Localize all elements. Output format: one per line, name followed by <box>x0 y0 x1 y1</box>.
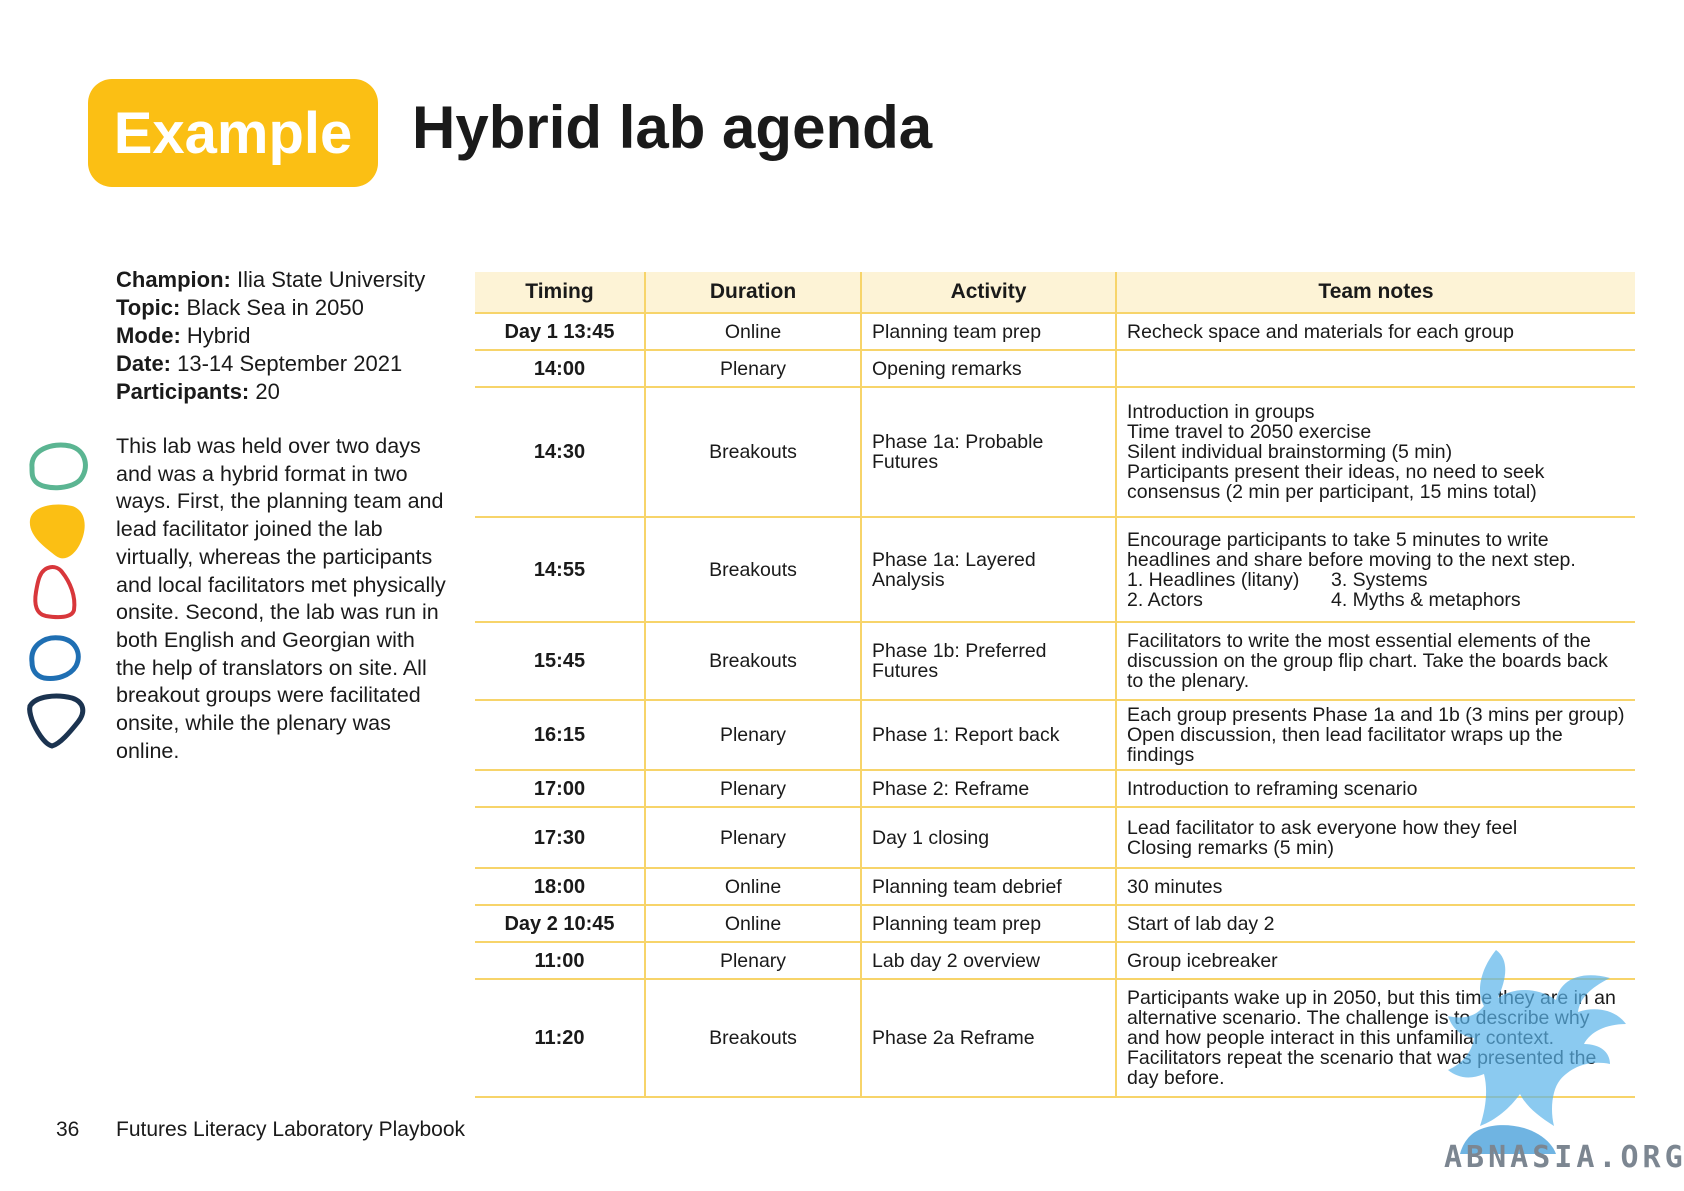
cell-duration: Breakouts <box>645 517 862 623</box>
cell-timing: 14:30 <box>475 387 646 518</box>
cell-duration: Plenary <box>645 350 862 388</box>
decorative-shapes <box>27 442 88 749</box>
header-timing: Timing <box>475 272 646 314</box>
cell-activity: Phase 1a: Layered Analysis <box>861 517 1117 623</box>
cell-notes: Each group presents Phase 1a and 1b (3 m… <box>1116 700 1635 771</box>
cell-duration: Breakouts <box>645 622 862 701</box>
cell-duration: Online <box>645 313 862 351</box>
cell-notes <box>1116 350 1635 388</box>
table-row: Day 2 10:45 Online Planning team prep St… <box>475 905 1635 943</box>
cell-duration: Breakouts <box>645 387 862 518</box>
watermark-text: ABNASIA.ORG <box>1444 1140 1684 1175</box>
red-blob-icon <box>33 565 77 620</box>
cell-timing: 16:15 <box>475 700 646 771</box>
meta-topic: Topic: Black Sea in 2050 <box>116 295 364 320</box>
cell-timing: 17:30 <box>475 807 646 869</box>
cell-activity: Phase 1b: Preferred Futures <box>861 622 1117 701</box>
table-row: 17:30 Plenary Day 1 closing Lead facilit… <box>475 807 1635 869</box>
cell-activity: Phase 1: Report back <box>861 700 1117 771</box>
cell-notes: Introduction to reframing scenario <box>1116 770 1635 808</box>
yellow-blob-icon <box>29 504 85 559</box>
cell-duration: Plenary <box>645 700 862 771</box>
watermark-lion-icon <box>1448 950 1626 1154</box>
cell-activity: Day 1 closing <box>861 807 1117 869</box>
cell-timing: 11:20 <box>475 979 646 1098</box>
cell-notes: Introduction in groups Time travel to 20… <box>1116 387 1635 518</box>
cell-notes: Start of lab day 2 <box>1116 905 1635 943</box>
analysis-levels-row: 2. Actors 4. Myths & metaphors <box>1127 588 1521 611</box>
cell-notes: Lead facilitator to ask everyone how the… <box>1116 807 1635 869</box>
cell-activity: Phase 1a: Probable Futures <box>861 387 1117 518</box>
cell-timing: Day 2 10:45 <box>475 905 646 943</box>
cell-timing: 18:00 <box>475 868 646 906</box>
cell-activity: Phase 2a Reframe <box>861 979 1117 1098</box>
cell-duration: Online <box>645 905 862 943</box>
cell-duration: Breakouts <box>645 979 862 1098</box>
table-row: 15:45 Breakouts Phase 1b: Preferred Futu… <box>475 622 1635 701</box>
navy-blob-icon <box>27 693 86 749</box>
table-row: 14:30 Breakouts Phase 1a: Probable Futur… <box>475 387 1635 518</box>
cell-timing: Day 1 13:45 <box>475 313 646 351</box>
cell-notes: Recheck space and materials for each gro… <box>1116 313 1635 351</box>
table-row: Day 1 13:45 Online Planning team prep Re… <box>475 313 1635 351</box>
table-row: 18:00 Online Planning team debrief 30 mi… <box>475 868 1635 906</box>
cell-notes: Group icebreaker <box>1116 942 1635 980</box>
cell-duration: Online <box>645 868 862 906</box>
table-row: 16:15 Plenary Phase 1: Report back Each … <box>475 700 1635 771</box>
header-duration: Duration <box>645 272 862 314</box>
cell-activity: Planning team prep <box>861 313 1117 351</box>
table-row: 11:00 Plenary Lab day 2 overview Group i… <box>475 942 1635 980</box>
cell-notes: Encourage participants to take 5 minutes… <box>1116 517 1635 623</box>
meta-champion: Champion: Ilia State University <box>116 267 426 292</box>
cell-notes: Facilitators to write the most essential… <box>1116 622 1635 701</box>
cell-activity: Lab day 2 overview <box>861 942 1117 980</box>
table-row: 14:00 Plenary Opening remarks <box>475 350 1635 388</box>
cell-timing: 14:55 <box>475 517 646 623</box>
cell-activity: Phase 2: Reframe <box>861 770 1117 808</box>
blue-blob-icon <box>29 635 81 681</box>
meta-date: Date: 13-14 September 2021 <box>116 351 403 376</box>
cell-duration: Plenary <box>645 942 862 980</box>
lab-meta: Champion: Ilia State University Topic: B… <box>116 266 425 406</box>
analysis-levels-row: 1. Headlines (litany) 3. Systems <box>1127 568 1428 591</box>
page-number: 36 <box>56 1118 80 1141</box>
meta-participants: Participants: 20 <box>116 379 280 404</box>
cell-activity: Planning team debrief <box>861 868 1117 906</box>
meta-mode: Mode: Hybrid <box>116 323 251 348</box>
green-blob-icon <box>29 442 88 491</box>
cell-timing: 11:00 <box>475 942 646 980</box>
badge-label: Example <box>113 100 353 166</box>
lab-description: This lab was held over two days and was … <box>116 434 446 763</box>
agenda-table: Timing Duration Activity Team notes Day … <box>475 272 1635 1098</box>
header-team-notes: Team notes <box>1116 272 1635 314</box>
cell-notes: 30 minutes <box>1116 868 1635 906</box>
cell-duration: Plenary <box>645 770 862 808</box>
table-row: 14:55 Breakouts Phase 1a: Layered Analys… <box>475 517 1635 623</box>
cell-timing: 17:00 <box>475 770 646 808</box>
cell-timing: 15:45 <box>475 622 646 701</box>
cell-timing: 14:00 <box>475 350 646 388</box>
example-badge: Example <box>88 79 378 187</box>
cell-activity: Opening remarks <box>861 350 1117 388</box>
cell-activity: Planning team prep <box>861 905 1117 943</box>
table-header-row: Timing Duration Activity Team notes <box>475 272 1635 314</box>
cell-duration: Plenary <box>645 807 862 869</box>
page-title: Hybrid lab agenda <box>412 94 933 161</box>
table-row: 17:00 Plenary Phase 2: Reframe Introduct… <box>475 770 1635 808</box>
header-activity: Activity <box>861 272 1117 314</box>
publication-title: Futures Literacy Laboratory Playbook <box>116 1118 466 1141</box>
